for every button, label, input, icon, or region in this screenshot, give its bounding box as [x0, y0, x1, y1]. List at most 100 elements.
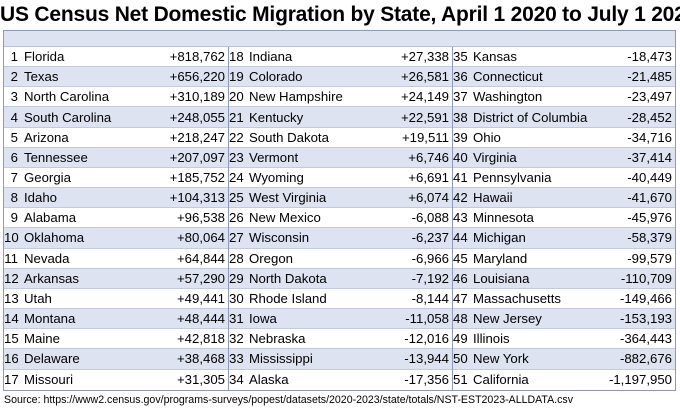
table-row: 47 Massachusetts -149,466 [453, 289, 675, 310]
rank-cell: 37 [453, 89, 468, 105]
rank-cell: 13 [4, 290, 19, 306]
table-row: 35 Kansas -18,473 [453, 47, 675, 68]
rank-cell: 18 [229, 49, 244, 65]
table-row: 7 Georgia +185,752 [4, 168, 228, 189]
rank-cell: 40 [453, 149, 468, 165]
state-cell: Maine [24, 331, 60, 347]
state-cell: Virginia [473, 149, 517, 165]
rank-cell: 14 [4, 311, 19, 327]
rank-cell: 44 [453, 230, 468, 246]
table-row: 9 Alabama +96,538 [4, 208, 228, 229]
value-cell: +6,691 [408, 170, 449, 186]
value-cell: -6,088 [411, 210, 449, 226]
table-row: 26 New Mexico -6,088 [229, 208, 452, 229]
state-cell: New Mexico [249, 210, 321, 226]
rank-cell: 41 [453, 170, 468, 186]
state-cell: North Carolina [24, 89, 110, 105]
value-cell: -17,356 [404, 372, 449, 388]
table-row: 29 North Dakota -7,192 [229, 268, 452, 289]
value-cell: +27,338 [400, 49, 449, 65]
migration-table: 1 Florida +818,762 2 Texas +656,220 3 North Car… [3, 30, 676, 391]
table-row: 39 Ohio -34,716 [453, 128, 675, 148]
rank-cell: 3 [10, 89, 18, 105]
value-cell: -41,670 [627, 190, 672, 206]
state-cell: Colorado [249, 69, 303, 85]
table-row: 6 Tennessee +207,097 [4, 147, 228, 168]
table-row: 28 Oregon -6,966 [229, 249, 452, 269]
rank-cell: 26 [229, 210, 244, 226]
state-cell: Oklahoma [24, 230, 85, 246]
value-cell: +19,511 [401, 129, 449, 145]
rank-cell: 24 [229, 170, 244, 186]
state-cell: Utah [24, 290, 52, 306]
rank-cell: 48 [453, 311, 468, 327]
table-row: 34 Alaska -17,356 [229, 370, 452, 390]
state-cell: Michigan [473, 230, 526, 246]
value-cell: +64,844 [176, 250, 225, 266]
table-row: 14 Montana +48,444 [4, 309, 228, 330]
rank-cell: 34 [229, 372, 244, 388]
value-cell: -7,192 [411, 270, 449, 286]
value-cell: +49,441 [176, 290, 225, 306]
table-row: 43 Minnesota -45,976 [453, 208, 675, 229]
value-cell: +38,468 [176, 351, 225, 367]
table-column: 18 Indiana +27,338 19 Colorado +26,581 20 New H… [228, 47, 452, 390]
table-row: 40 Virginia -37,414 [453, 147, 675, 168]
table-row: 38 District of Columbia -28,452 [453, 107, 675, 128]
value-cell: -18,473 [627, 49, 672, 65]
table-column: 35 Kansas -18,473 36 Connecticut -21,485 37 Was… [452, 47, 675, 390]
value-cell: -45,976 [627, 210, 672, 226]
rank-cell: 49 [453, 331, 468, 347]
state-cell: District of Columbia [473, 109, 588, 125]
value-cell: -40,449 [627, 170, 672, 186]
table-row: 18 Indiana +27,338 [229, 47, 452, 68]
table-row: 8 Idaho +104,313 [4, 188, 228, 209]
rank-cell: 35 [453, 49, 468, 65]
rank-cell: 20 [229, 89, 244, 105]
page-title: US Census Net Domestic Migration by Stat… [0, 3, 680, 26]
table-columns: 1 Florida +818,762 2 Texas +656,220 3 North Car… [4, 47, 675, 390]
rank-cell: 7 [10, 170, 18, 186]
value-cell: -28,452 [627, 109, 672, 125]
state-cell: South Carolina [24, 109, 112, 125]
state-cell: Indiana [249, 49, 293, 65]
value-cell: -882,676 [619, 351, 672, 367]
rank-cell: 46 [453, 270, 468, 286]
state-cell: Delaware [24, 351, 80, 367]
value-cell: -149,466 [619, 290, 672, 306]
state-cell: Arkansas [24, 270, 79, 286]
rank-cell: 17 [4, 372, 19, 388]
value-cell: +42,818 [176, 331, 225, 347]
table-row: 13 Utah +49,441 [4, 289, 228, 310]
state-cell: Wyoming [249, 170, 304, 186]
table-column: 1 Florida +818,762 2 Texas +656,220 3 North Car… [4, 47, 228, 390]
value-cell: -12,016 [404, 331, 449, 347]
value-cell: +22,591 [400, 109, 449, 125]
state-cell: New Hampshire [249, 89, 343, 105]
table-row: 36 Connecticut -21,485 [453, 67, 675, 88]
value-cell: -13,944 [404, 351, 449, 367]
rank-cell: 9 [10, 210, 18, 226]
value-cell: +6,074 [408, 190, 449, 206]
value-cell: +310,189 [169, 89, 225, 105]
state-cell: North Dakota [249, 270, 327, 286]
rank-cell: 2 [10, 69, 18, 85]
rank-cell: 33 [229, 351, 244, 367]
state-cell: Montana [24, 311, 76, 327]
table-row: 51 California -1,197,950 [453, 370, 675, 390]
rank-cell: 22 [229, 129, 244, 145]
state-cell: New Jersey [473, 311, 542, 327]
value-cell: -6,237 [411, 230, 449, 246]
rank-cell: 5 [10, 129, 18, 145]
rank-cell: 16 [4, 351, 19, 367]
rank-cell: 31 [229, 311, 244, 327]
table-row: 2 Texas +656,220 [4, 67, 228, 88]
table-row: 46 Louisiana -110,709 [453, 268, 675, 289]
table-row: 1 Florida +818,762 [4, 47, 228, 68]
table-row: 42 Hawaii -41,670 [453, 188, 675, 209]
table-row: 15 Maine +42,818 [4, 329, 228, 350]
table-row: 4 South Carolina +248,055 [4, 107, 228, 128]
value-cell: +24,149 [400, 89, 449, 105]
rank-cell: 1 [10, 49, 18, 65]
state-cell: Minnesota [473, 210, 534, 226]
